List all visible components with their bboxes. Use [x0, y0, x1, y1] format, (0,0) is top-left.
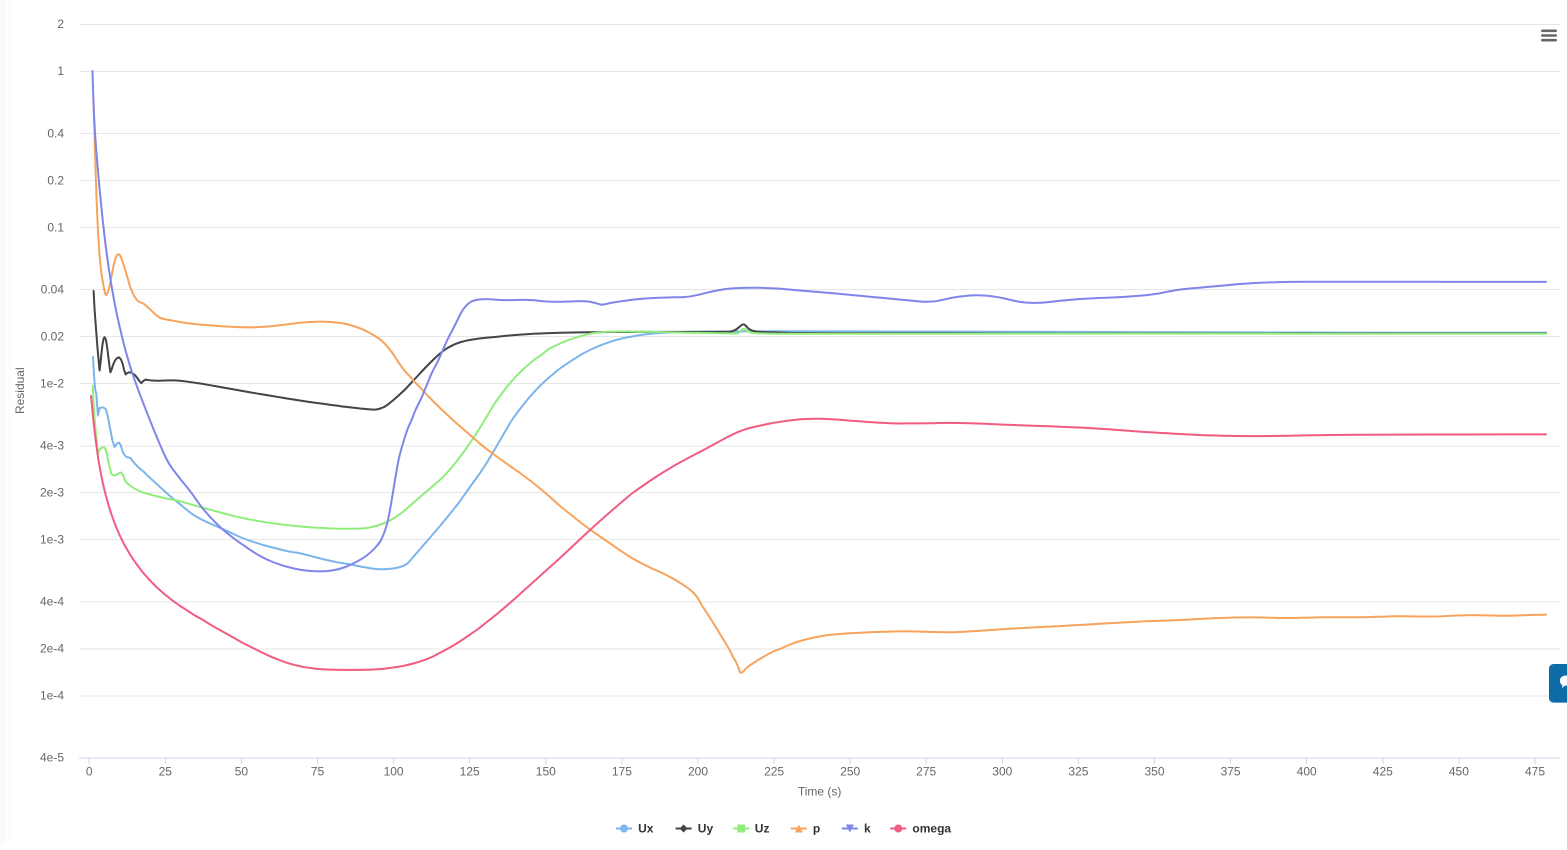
svg-text:Residual: Residual	[13, 367, 27, 414]
svg-text:0: 0	[86, 765, 93, 779]
svg-text:250: 250	[840, 765, 860, 779]
svg-text:2e-3: 2e-3	[40, 485, 64, 499]
svg-text:Time (s): Time (s)	[798, 785, 842, 799]
svg-text:50: 50	[235, 765, 249, 779]
svg-text:k: k	[864, 822, 871, 836]
svg-text:75: 75	[311, 765, 325, 779]
svg-text:375: 375	[1221, 765, 1241, 779]
svg-text:Uy: Uy	[698, 822, 714, 836]
svg-text:Ux: Ux	[638, 822, 654, 836]
svg-text:275: 275	[916, 765, 936, 779]
svg-text:0.2: 0.2	[47, 173, 64, 187]
svg-text:475: 475	[1525, 765, 1545, 779]
svg-text:2: 2	[57, 17, 64, 31]
svg-text:0.02: 0.02	[41, 329, 65, 343]
svg-text:450: 450	[1449, 765, 1469, 779]
svg-text:0.04: 0.04	[41, 282, 65, 296]
svg-text:125: 125	[460, 765, 480, 779]
svg-text:225: 225	[764, 765, 784, 779]
svg-text:0.4: 0.4	[47, 126, 64, 140]
svg-text:1e-2: 1e-2	[40, 376, 64, 390]
svg-text:400: 400	[1297, 765, 1317, 779]
svg-text:150: 150	[536, 765, 556, 779]
svg-text:2e-4: 2e-4	[40, 642, 64, 656]
svg-text:1e-3: 1e-3	[40, 532, 64, 546]
svg-text:100: 100	[384, 765, 404, 779]
svg-text:omega: omega	[912, 822, 951, 836]
svg-text:25: 25	[159, 765, 173, 779]
svg-text:Uz: Uz	[755, 822, 770, 836]
svg-text:200: 200	[688, 765, 708, 779]
svg-text:p: p	[813, 822, 820, 836]
svg-text:175: 175	[612, 765, 632, 779]
svg-text:350: 350	[1144, 765, 1164, 779]
svg-text:1e-4: 1e-4	[40, 689, 64, 703]
svg-text:4e-4: 4e-4	[40, 595, 64, 609]
svg-text:4e-3: 4e-3	[40, 439, 64, 453]
svg-text:4e-5: 4e-5	[40, 751, 64, 765]
svg-text:0.1: 0.1	[47, 220, 64, 234]
svg-text:300: 300	[992, 765, 1012, 779]
svg-text:1: 1	[57, 64, 64, 78]
svg-text:425: 425	[1373, 765, 1393, 779]
svg-text:325: 325	[1068, 765, 1088, 779]
